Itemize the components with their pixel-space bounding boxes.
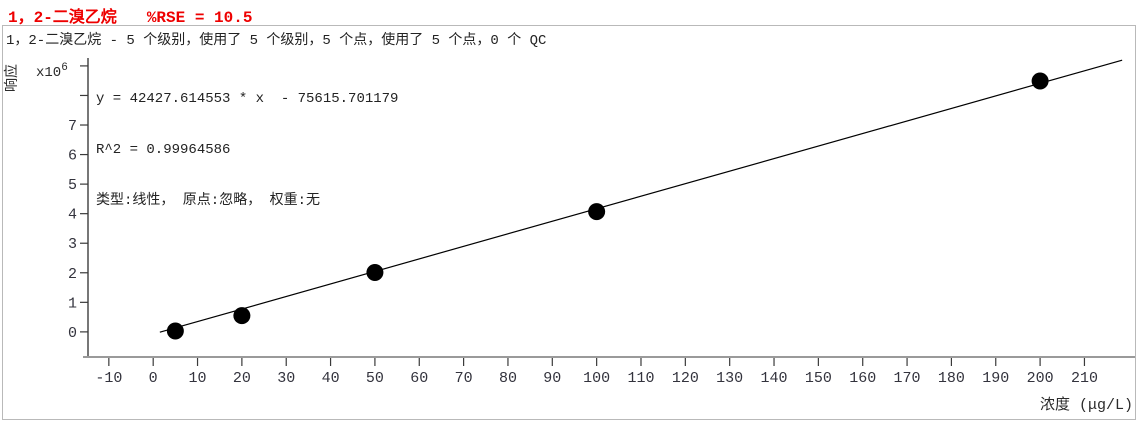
x-tick-label: 190 [982, 370, 1009, 387]
y-tick-label: 6 [68, 148, 77, 165]
x-tick-label: 210 [1071, 370, 1098, 387]
y-tick-label: 0 [68, 325, 77, 342]
x-tick-label: 60 [410, 370, 428, 387]
chart-panel [2, 25, 1136, 420]
calibration-point[interactable] [1031, 72, 1049, 90]
x-tick-label: -10 [95, 370, 122, 387]
x-tick-label: 0 [149, 370, 158, 387]
x-tick-label: 30 [277, 370, 295, 387]
regression-line [159, 59, 1123, 333]
x-tick-label: 180 [938, 370, 965, 387]
x-tick-label: 160 [849, 370, 876, 387]
x-tick-label: 70 [455, 370, 473, 387]
y-tick-label: 3 [68, 236, 77, 253]
fit-settings: 类型:线性， 原点:忽略， 权重:无 [96, 193, 321, 209]
compound-name: 1，2-二溴乙烷 [8, 9, 117, 27]
x-tick-label: 80 [499, 370, 517, 387]
calibration-point[interactable] [588, 203, 606, 221]
x-tick-label: 170 [894, 370, 921, 387]
x-tick-label: 150 [805, 370, 832, 387]
x-tick-label: 140 [761, 370, 788, 387]
x-tick-label: 120 [672, 370, 699, 387]
rse-value: %RSE = 10.5 [146, 9, 253, 27]
y-tick-label: 4 [68, 207, 77, 224]
fit-statistics-block: y = 42427.614553 * x - 75615.701179 R^2 … [96, 57, 398, 244]
x-tick-label: 130 [716, 370, 743, 387]
y-axis-multiplier: x106 [36, 62, 68, 81]
x-tick-label: 40 [322, 370, 340, 387]
y-tick-label: 2 [68, 266, 77, 283]
x-tick-label: 110 [627, 370, 654, 387]
fit-equation: y = 42427.614553 * x - 75615.701179 [96, 91, 399, 107]
y-tick-label: 7 [68, 118, 77, 135]
calibration-point[interactable] [366, 263, 384, 281]
calibration-point[interactable] [166, 322, 184, 340]
calibration-point[interactable] [233, 307, 251, 325]
x-tick-label: 100 [583, 370, 610, 387]
fit-r-squared: R^2 = 0.99964586 [96, 142, 231, 158]
x-tick-label: 20 [233, 370, 251, 387]
y-axis-title: 响应 [3, 64, 21, 92]
y-tick-label: 5 [68, 177, 77, 194]
x-tick-label: 200 [1027, 370, 1054, 387]
x-tick-label: 10 [189, 370, 207, 387]
x-tick-label: 90 [543, 370, 561, 387]
x-tick-label: 50 [366, 370, 384, 387]
curve-summary-line: 1，2-二溴乙烷 - 5 个级别，使用了 5 个级别，5 个点，使用了 5 个点… [6, 33, 547, 49]
compound-title: 1，2-二溴乙烷 %RSE = 10.5 [8, 3, 252, 27]
y-tick-label: 1 [68, 295, 77, 312]
x-axis-title: 浓度 (μg/L) [1040, 396, 1133, 414]
